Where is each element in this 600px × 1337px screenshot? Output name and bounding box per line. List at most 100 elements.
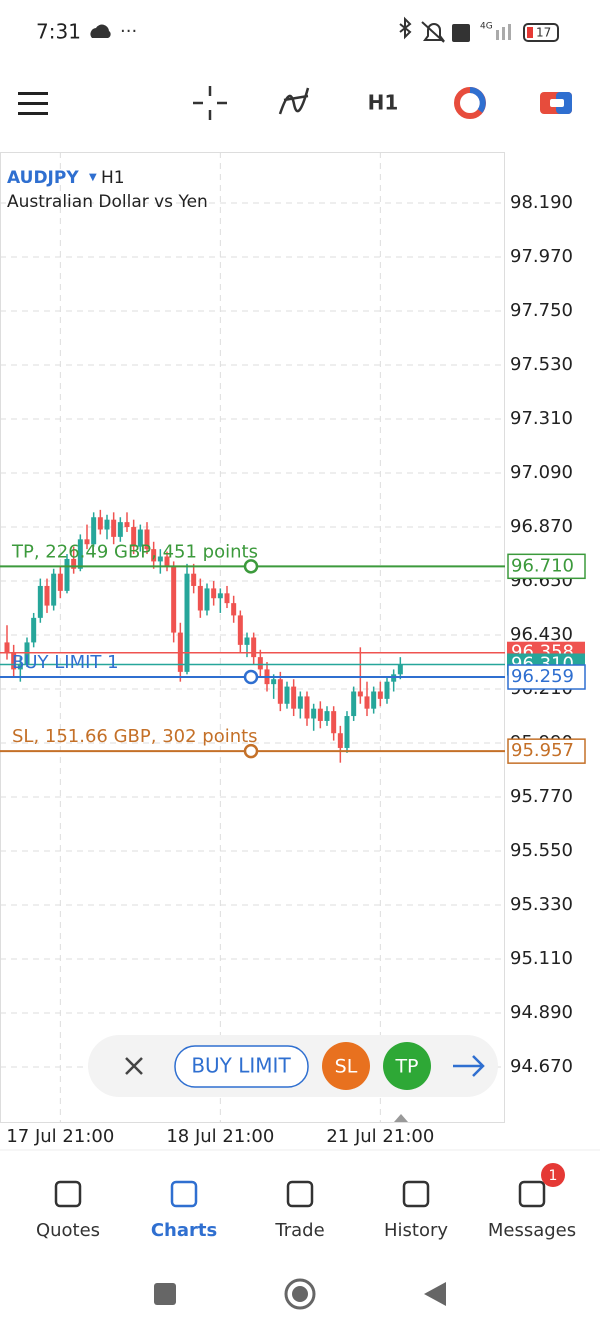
y-tick-label: 97.750 — [510, 300, 573, 321]
order-label: SL, 151.66 GBP, 302 points — [12, 726, 258, 747]
signal — [496, 30, 499, 40]
symbol[interactable]: AUDJPY — [7, 168, 79, 188]
candle-body — [384, 681, 390, 699]
candle-body — [284, 686, 290, 704]
battery-text: 17 — [536, 26, 551, 40]
nav-label: Trade — [274, 1220, 324, 1241]
y-tick-label: 97.970 — [510, 246, 573, 267]
candle-body — [331, 711, 337, 734]
candle-body — [397, 664, 403, 675]
next-button[interactable] — [453, 1055, 485, 1077]
candle-body — [317, 708, 323, 721]
candle-body — [371, 691, 377, 709]
signal — [502, 27, 505, 40]
sl-button[interactable] — [322, 1042, 370, 1090]
y-tick-label: 94.670 — [510, 1056, 573, 1077]
candle-body — [144, 529, 150, 550]
buy-limit-button[interactable] — [174, 1045, 309, 1088]
candle-body — [71, 558, 77, 569]
y-tick-label: 96.430 — [510, 624, 573, 645]
back-button[interactable] — [424, 1282, 446, 1306]
order-handle[interactable] — [243, 559, 259, 574]
candle-body — [4, 642, 10, 653]
candle-body — [244, 637, 250, 645]
recents-button[interactable] — [154, 1283, 176, 1305]
badge — [541, 1163, 565, 1187]
candle-body — [171, 566, 177, 633]
nav-icon — [170, 1180, 198, 1208]
candle-body — [337, 733, 343, 748]
cloud-icon — [90, 24, 111, 38]
menu-button[interactable] — [18, 92, 48, 115]
candle-body — [224, 593, 230, 604]
y-tick-label: 95.770 — [510, 786, 573, 807]
more-icon: ··· — [120, 21, 137, 42]
candle-body — [124, 522, 130, 528]
order-handle[interactable] — [243, 743, 259, 759]
order-price-tag — [507, 664, 586, 690]
candle-body — [291, 686, 297, 709]
y-tick-label: 97.530 — [510, 354, 573, 375]
candle-body — [104, 519, 110, 530]
mute-icon — [421, 21, 445, 43]
nav-item[interactable]: Quotes — [36, 1180, 100, 1241]
candle-body — [44, 585, 50, 606]
order-label: BUY LIMIT 1 — [12, 652, 119, 673]
tp-button[interactable] — [383, 1042, 431, 1090]
badge-count: 1 — [549, 1168, 558, 1184]
nav-icon — [402, 1180, 430, 1208]
candle-body — [304, 696, 310, 719]
order-label: TP, 226.49 GBP, 451 points — [11, 541, 258, 562]
order-price-label: 96.710 — [511, 555, 574, 576]
candle-body — [364, 696, 370, 709]
indicators-button[interactable] — [278, 87, 310, 115]
y-tick-label: 97.090 — [510, 462, 573, 483]
nav-item[interactable]: Trade — [274, 1180, 325, 1241]
nav-item[interactable]: Messages — [488, 1180, 576, 1241]
chart-timeframe: H1 — [101, 168, 125, 188]
candle-body — [251, 637, 257, 658]
order-price-label: 96.259 — [511, 666, 574, 687]
signal — [508, 24, 511, 40]
order-price-label: 95.957 — [511, 740, 574, 761]
close-button[interactable] — [125, 1057, 143, 1075]
bluetooth-icon — [399, 16, 412, 40]
symbol-description: Australian Dollar vs Yen — [7, 192, 208, 212]
candle-body — [164, 556, 170, 567]
candle-body — [137, 529, 143, 547]
candle-body — [131, 527, 137, 547]
nav-label: Quotes — [36, 1220, 100, 1241]
candle-body — [297, 696, 303, 709]
candle-body — [197, 585, 203, 611]
order-price-tag — [507, 738, 586, 764]
battery — [523, 23, 559, 42]
candle-body — [31, 617, 37, 643]
nav-item[interactable]: Charts — [151, 1180, 217, 1241]
candle-body — [324, 711, 330, 721]
scroll-handle[interactable] — [394, 1114, 408, 1122]
sl-label: SL — [335, 1056, 358, 1078]
candle-body — [37, 585, 43, 618]
nav-item[interactable]: History — [384, 1180, 448, 1241]
home-button[interactable] — [284, 1278, 316, 1310]
timeframe-button[interactable]: H1 — [368, 91, 399, 115]
candle-body — [231, 603, 237, 616]
candle-body — [97, 517, 103, 530]
candle-body — [77, 539, 83, 569]
candle-body — [151, 549, 157, 562]
candle-body — [17, 664, 23, 670]
nav-label: History — [384, 1220, 448, 1241]
candle-body — [377, 691, 383, 699]
candle-body — [271, 679, 277, 685]
nav-icon — [518, 1180, 546, 1208]
crosshair-button[interactable] — [193, 86, 227, 120]
symbol-dropdown[interactable]: ▼ — [89, 172, 97, 183]
candle-body — [91, 517, 97, 545]
candle-body — [11, 652, 17, 670]
trade-button-part — [550, 99, 564, 107]
order-handle[interactable] — [243, 669, 259, 685]
x-tick-label: 21 Jul 21:00 — [326, 1126, 434, 1147]
network: 4G — [480, 22, 493, 32]
